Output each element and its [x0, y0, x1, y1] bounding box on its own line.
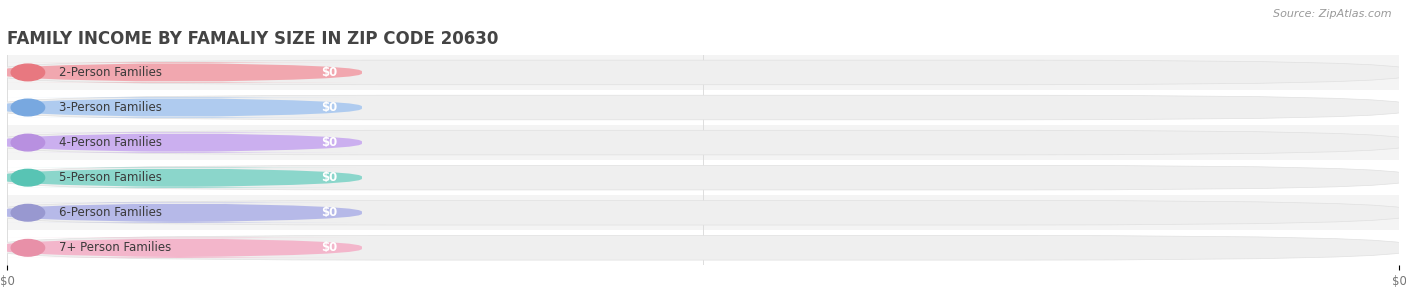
Text: 2-Person Families: 2-Person Families	[59, 66, 162, 79]
Ellipse shape	[11, 239, 45, 256]
Text: 4-Person Families: 4-Person Families	[59, 136, 162, 149]
Text: 6-Person Families: 6-Person Families	[59, 206, 162, 219]
FancyBboxPatch shape	[0, 238, 361, 258]
Text: $0: $0	[321, 241, 337, 254]
Text: 3-Person Families: 3-Person Families	[59, 101, 162, 114]
Text: FAMILY INCOME BY FAMALIY SIZE IN ZIP CODE 20630: FAMILY INCOME BY FAMALIY SIZE IN ZIP COD…	[7, 30, 498, 48]
Bar	[7, 125, 1399, 160]
Ellipse shape	[11, 64, 45, 81]
Text: $0: $0	[321, 171, 337, 184]
FancyBboxPatch shape	[0, 95, 1406, 120]
Bar	[7, 230, 1399, 265]
FancyBboxPatch shape	[0, 132, 361, 153]
Bar	[7, 195, 1399, 230]
Text: $0: $0	[321, 136, 337, 149]
Ellipse shape	[11, 99, 45, 116]
Text: $0: $0	[321, 101, 337, 114]
Ellipse shape	[11, 204, 45, 221]
FancyBboxPatch shape	[0, 130, 1406, 155]
FancyBboxPatch shape	[0, 97, 361, 118]
Text: 7+ Person Families: 7+ Person Families	[59, 241, 170, 254]
Bar	[7, 55, 1399, 90]
Text: 5-Person Families: 5-Person Families	[59, 171, 162, 184]
Ellipse shape	[11, 134, 45, 151]
FancyBboxPatch shape	[0, 235, 1406, 260]
Text: $0: $0	[321, 66, 337, 79]
Text: $0: $0	[321, 206, 337, 219]
Bar	[7, 90, 1399, 125]
FancyBboxPatch shape	[0, 60, 1406, 85]
FancyBboxPatch shape	[0, 62, 361, 83]
Text: Source: ZipAtlas.com: Source: ZipAtlas.com	[1274, 9, 1392, 19]
FancyBboxPatch shape	[0, 167, 361, 188]
FancyBboxPatch shape	[0, 203, 361, 223]
FancyBboxPatch shape	[0, 200, 1406, 225]
FancyBboxPatch shape	[0, 165, 1406, 190]
Bar	[7, 160, 1399, 195]
Ellipse shape	[11, 169, 45, 186]
